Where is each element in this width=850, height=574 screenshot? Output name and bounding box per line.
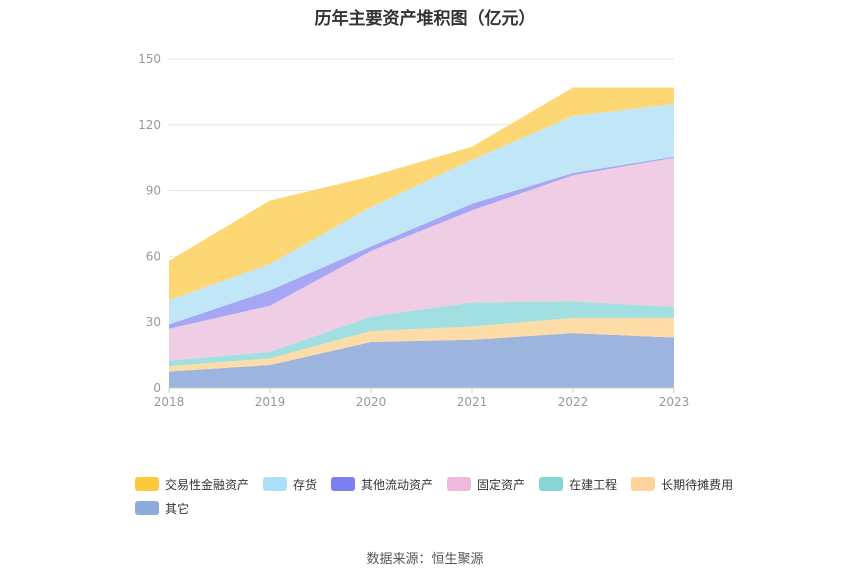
legend-swatch [135, 501, 159, 515]
x-tick-label: 2019 [255, 395, 286, 409]
data-source-note: 数据来源：恒生聚源 [366, 552, 484, 567]
area-series-4 [169, 156, 674, 329]
area-series-6 [169, 87, 674, 301]
legend-item[interactable]: 其他流动资产 [331, 472, 433, 496]
legend-swatch [539, 477, 564, 491]
area-series-2 [169, 301, 674, 367]
area-series-1 [169, 317, 674, 372]
x-tick-label: 2023 [659, 395, 690, 409]
legend-swatch [331, 477, 356, 491]
legend-swatch [135, 477, 159, 491]
area-series-5 [169, 103, 674, 325]
legend-item[interactable]: 存货 [263, 472, 317, 496]
y-tick-label: 90 [146, 184, 161, 198]
y-tick-label: 60 [146, 249, 161, 263]
legend-item[interactable]: 其它 [135, 496, 189, 520]
legend-item[interactable]: 长期待摊费用 [631, 472, 733, 496]
area-series-0 [169, 333, 674, 388]
legend-item[interactable]: 在建工程 [539, 472, 617, 496]
stacked-area-chart: 0 30 60 90 120 150 2018 2019 2020 2021 2022 2023 [138, 52, 690, 409]
legend-swatch [263, 477, 288, 491]
x-tick-label: 2020 [356, 395, 387, 409]
legend-label: 存货 [293, 477, 318, 492]
legend-item[interactable]: 固定资产 [447, 472, 525, 496]
legend-label: 其他流动资产 [361, 477, 434, 492]
legend-swatch [631, 477, 656, 491]
y-tick-label: 120 [138, 118, 161, 132]
legend-label: 其它 [165, 501, 190, 516]
x-tick-label: 2022 [558, 395, 589, 409]
x-tick-label: 2018 [154, 395, 185, 409]
legend-label: 固定资产 [477, 477, 526, 492]
y-tick-label: 150 [138, 52, 161, 66]
chart-title: 历年主要资产堆积图（亿元） [314, 9, 536, 29]
legend-label: 在建工程 [569, 477, 618, 492]
x-tick-label: 2021 [457, 395, 488, 409]
legend-label: 交易性金融资产 [165, 477, 250, 492]
chart-legend: 交易性金融资产 存货 其他流动资产 固定资产 在建工程 长期待摊费用其它 [135, 472, 755, 520]
y-tick-label: 30 [146, 315, 161, 329]
legend-label: 长期待摊费用 [661, 477, 734, 492]
legend-swatch [447, 477, 472, 491]
y-tick-label: 0 [153, 381, 161, 395]
area-series-3 [169, 157, 674, 361]
legend-item[interactable]: 交易性金融资产 [135, 472, 249, 496]
